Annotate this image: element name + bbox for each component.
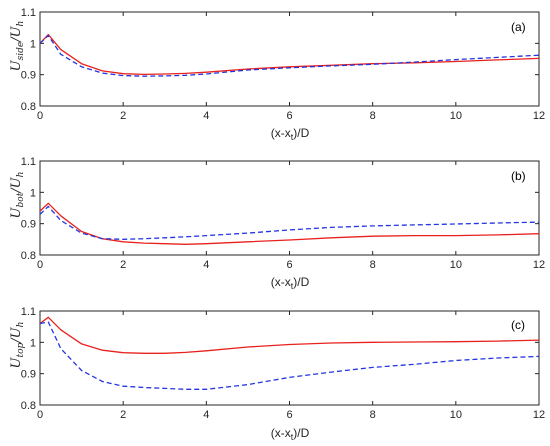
x-axis-label: (x-xt)/D [271,426,310,442]
panel-b: (b) Ubot/Uh (x-xt)/D 0 2 4 6 8 10 12 0.8 0.9 1 1.1 [9,156,545,291]
series-line-solid [39,33,540,76]
series-line-dashed [39,205,540,240]
x-tick-label: 0 [37,259,43,271]
x-tick-label: 8 [370,409,376,421]
y-tick-label: 0.9 [21,70,36,82]
series-line-dashed [39,321,540,390]
x-tick-label: 12 [533,110,545,122]
series-line-dashed [39,34,540,77]
x-tick-label: 2 [120,409,126,421]
x-tick-label: 10 [450,409,462,421]
x-tick-label: 8 [370,259,376,271]
x-tick-label: 10 [450,259,462,271]
y-tick-label: 0.9 [21,369,36,381]
x-tick-label: 6 [286,259,292,271]
y-tick-label: 1 [30,337,36,349]
x-tick-label: 2 [120,110,126,122]
x-tick-label: 4 [203,409,209,421]
y-tick-label: 0.9 [21,219,36,231]
x-tick-label: 2 [120,259,126,271]
x-axis-label: (x-xt)/D [271,126,310,142]
y-axis-label: Uside/Uh [9,21,26,72]
y-axis-label: Ubot/Uh [9,172,26,219]
y-tick-label: 1 [30,187,36,199]
y-tick-label: 1.1 [21,7,36,19]
panel-label: (c) [511,318,525,332]
plot-frame [39,310,540,406]
x-tick-label: 0 [37,409,43,421]
panel-label: (a) [511,20,526,34]
series-line-solid [39,316,540,354]
x-tick-label: 4 [203,259,209,271]
y-tick-label: 0.8 [21,400,36,412]
x-tick-label: 12 [533,259,545,271]
panel-a: (a) Uside/Uh (x-xt)/D 0 2 4 6 8 10 12 0.8 0.9 1 1.… [9,7,545,142]
x-tick-label: 12 [533,409,545,421]
x-tick-label: 4 [203,110,209,122]
x-tick-label: 6 [286,409,292,421]
x-tick-label: 10 [450,110,462,122]
y-tick-label: 1.1 [21,156,36,168]
panel-label: (b) [511,169,526,183]
x-tick-label: 0 [37,110,43,122]
y-axis-label: Utop/Uh [9,322,26,369]
y-tick-label: 0.8 [21,101,36,113]
y-tick-label: 1 [30,38,36,50]
panel-c: (c) Utop/Uh (x-xt)/D 0 2 4 6 8 10 12 0.8 0.9 1 1.1 [9,306,545,442]
x-tick-label: 6 [286,110,292,122]
x-tick-label: 8 [370,110,376,122]
series-line-solid [39,202,540,245]
y-tick-label: 0.8 [21,250,36,262]
x-axis-label: (x-xt)/D [271,275,310,291]
y-tick-label: 1.1 [21,306,36,318]
